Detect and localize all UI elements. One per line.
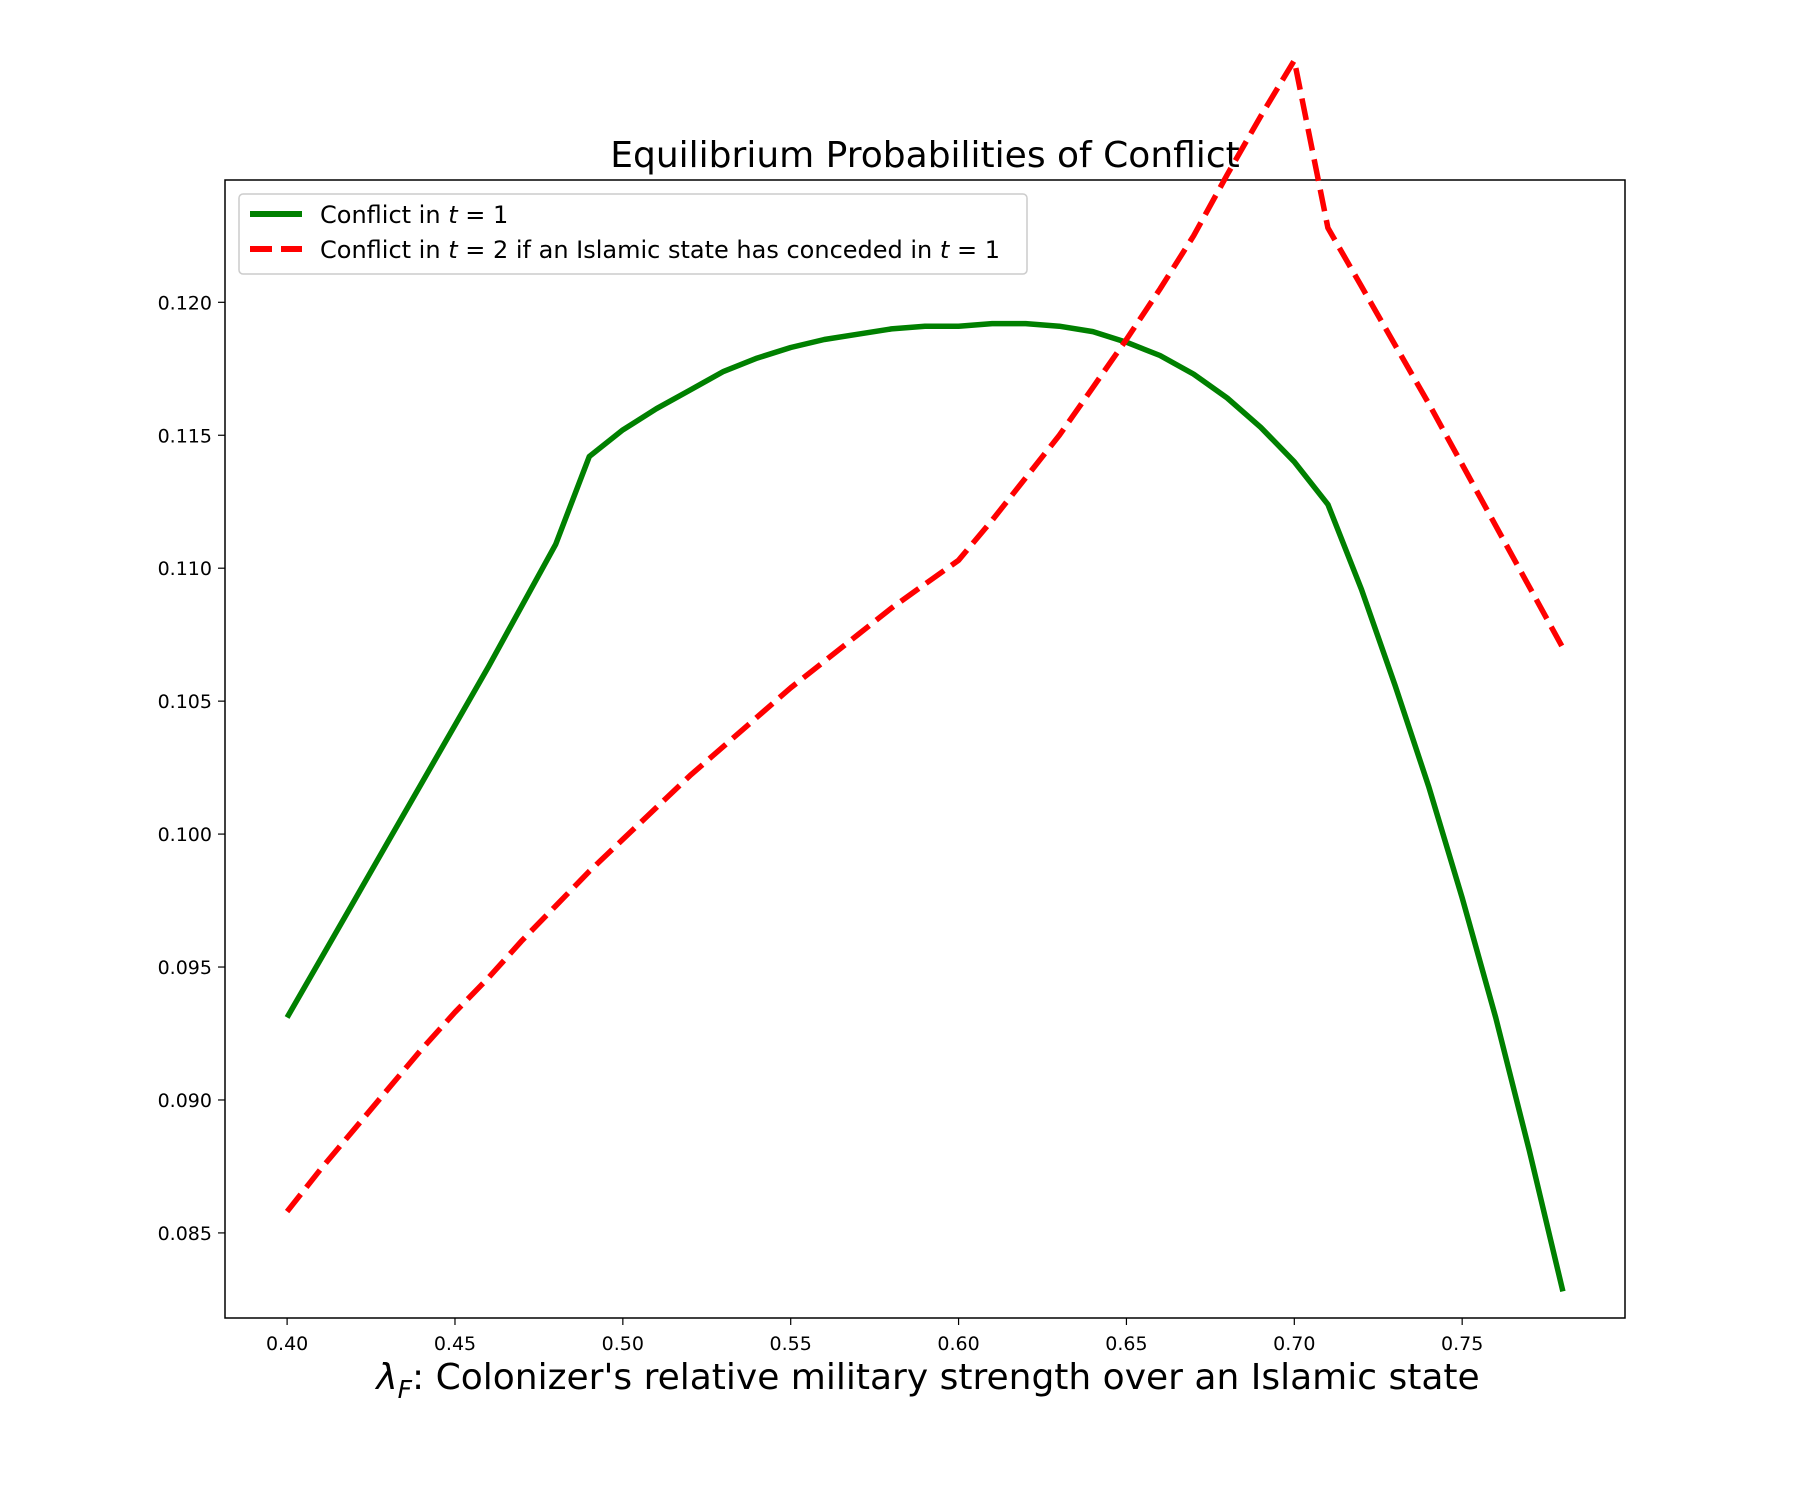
x-tick-label: 0.65 — [1105, 1333, 1147, 1355]
y-axis: 0.085 0.090 0.095 0.100 0.105 0.110 0.115 0.120 — [158, 292, 225, 1245]
plot-frame — [224, 179, 1626, 1319]
legend-label-series-1: Conflict in t = 1 — [320, 201, 508, 229]
y-tick-label: 0.120 — [158, 292, 212, 314]
x-axis: 0.40 0.45 0.50 0.55 0.60 0.65 0.70 0.75 — [266, 1318, 1483, 1355]
x-tick-label: 0.45 — [434, 1333, 476, 1355]
y-tick-label: 0.100 — [158, 824, 212, 846]
x-axis-label: λF: Colonizer's relative military streng… — [374, 1357, 1479, 1404]
legend-box — [238, 193, 1028, 275]
y-tick-label: 0.095 — [158, 957, 212, 979]
x-tick-label: 0.70 — [1273, 1333, 1315, 1355]
y-tick-label: 0.085 — [158, 1223, 212, 1245]
series-2-line — [284, 57, 1566, 1214]
series-1-line — [284, 320, 1566, 1293]
y-tick-label: 0.115 — [158, 425, 212, 447]
x-tick-label: 0.60 — [937, 1333, 979, 1355]
x-tick-label: 0.50 — [602, 1333, 644, 1355]
series-layer — [284, 57, 1566, 1293]
x-tick-label: 0.40 — [266, 1333, 308, 1355]
chart-title: Equilibrium Probabilities of Conflict — [610, 135, 1239, 176]
y-tick-label: 0.110 — [158, 558, 212, 580]
legend-label-series-2: Conflict in t = 2 if an Islamic state ha… — [320, 236, 1000, 264]
y-tick-label: 0.105 — [158, 691, 212, 713]
x-tick-label: 0.75 — [1441, 1333, 1483, 1355]
legend: Conflict in t = 1 Conflict in t = 2 if a… — [238, 193, 1028, 275]
x-tick-label: 0.55 — [770, 1333, 812, 1355]
y-tick-label: 0.090 — [158, 1090, 212, 1112]
